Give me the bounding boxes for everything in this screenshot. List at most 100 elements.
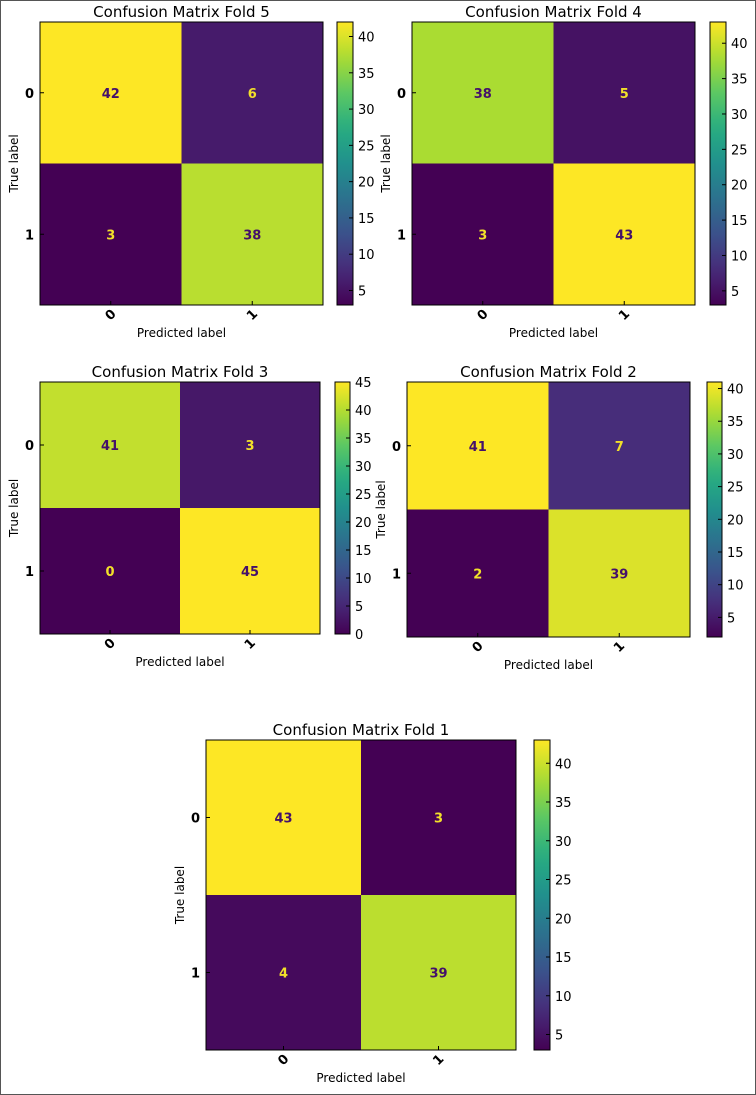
colorbar-tick-label: 25 — [555, 874, 572, 889]
y-axis-label: True label — [379, 134, 393, 193]
colorbar — [709, 21, 727, 306]
x-tick-label: 0 — [470, 639, 487, 656]
chart-title: Confusion Matrix Fold 5 — [93, 3, 270, 21]
colorbar-tick-label: 10 — [555, 990, 572, 1005]
cell-value-label: 7 — [615, 440, 624, 455]
colorbar-tick-label: 35 — [358, 67, 375, 82]
x-axis-label: Predicted label — [135, 655, 224, 669]
cell-value-label: 43 — [274, 812, 292, 827]
x-tick-label: 0 — [102, 636, 119, 653]
colorbar-tick-label: 15 — [358, 212, 375, 227]
matrix-border — [39, 21, 324, 306]
x-axis-label: Predicted label — [316, 1071, 405, 1085]
matrix-border — [411, 21, 696, 306]
cell-value-label: 3 — [106, 228, 115, 243]
matrix-border — [406, 381, 691, 638]
cell-value-label: 39 — [610, 567, 628, 582]
x-axis-label: Predicted label — [509, 326, 598, 340]
colorbar-tick-label: 5 — [355, 600, 363, 615]
matrix-cell — [206, 895, 361, 1050]
cell-value-label: 2 — [473, 567, 482, 582]
matrix-border — [39, 381, 321, 635]
matrix-cell — [548, 382, 690, 510]
cell-value-label: 42 — [102, 87, 120, 102]
colorbar-tick-label: 20 — [555, 912, 572, 927]
colorbar-tick-label: 25 — [355, 488, 372, 503]
cell-value-label: 5 — [620, 87, 629, 102]
colorbar-tick-label: 30 — [555, 835, 572, 850]
matrix-cell — [181, 22, 323, 164]
colorbar-tick-label: 10 — [358, 248, 375, 263]
chart-title: Confusion Matrix Fold 2 — [460, 363, 637, 381]
matrix-cell — [412, 22, 554, 164]
x-tick-label: 0 — [275, 1052, 292, 1069]
y-axis-label: True label — [173, 866, 187, 925]
colorbar-tick-label: 40 — [358, 31, 375, 46]
colorbar-tick-label: 35 — [731, 73, 748, 88]
matrix-cell — [40, 163, 182, 305]
colorbar-tick-label: 25 — [727, 481, 744, 496]
y-axis-label: True label — [7, 134, 21, 193]
cell-value-label: 45 — [241, 565, 259, 580]
colorbar-tick-label: 5 — [731, 285, 739, 300]
confusion-matrix-panel-4: Confusion Matrix Fold 2 41 7 2 39 0 10 1 Predict… — [374, 363, 744, 672]
matrix-cell — [553, 163, 695, 305]
colorbar-tick-label: 5 — [555, 1029, 563, 1044]
x-tick-label: 1 — [242, 636, 259, 653]
colorbar-tick-label: 40 — [355, 404, 372, 419]
colorbar-tick-label: 10 — [727, 579, 744, 594]
y-tick-label: 0 — [397, 87, 406, 102]
colorbar-tick-label: 5 — [727, 611, 735, 626]
colorbar-tick-label: 30 — [731, 108, 748, 123]
chart-title: Confusion Matrix Fold 3 — [92, 363, 269, 381]
cell-value-label: 38 — [243, 228, 261, 243]
y-tick-label: 1 — [25, 228, 34, 243]
matrix-cell — [407, 509, 549, 637]
colorbar-tick-label: 20 — [358, 176, 375, 191]
colorbar-tick-label: 30 — [358, 103, 375, 118]
colorbar-tick-label: 15 — [355, 544, 372, 559]
matrix-cell — [407, 382, 549, 510]
cell-value-label: 43 — [615, 228, 633, 243]
x-tick-label: 1 — [616, 307, 633, 324]
y-tick-label: 1 — [191, 967, 200, 982]
x-axis-label: Predicted label — [504, 658, 593, 672]
matrix-cell — [206, 740, 361, 895]
y-axis-label: True label — [374, 480, 388, 539]
y-axis-label: True label — [7, 479, 21, 538]
colorbar-tick-label: 20 — [731, 179, 748, 194]
cell-value-label: 41 — [101, 439, 119, 454]
y-tick-label: 0 — [191, 812, 200, 827]
colorbar-tick-label: 5 — [358, 284, 366, 299]
matrix-cell — [412, 163, 554, 305]
y-tick-label: 1 — [392, 567, 401, 582]
y-tick-label: 0 — [25, 439, 34, 454]
cell-value-label: 4 — [279, 967, 288, 982]
cell-value-label: 6 — [248, 87, 257, 102]
x-tick-label: 1 — [244, 307, 261, 324]
x-tick-label: 0 — [475, 307, 492, 324]
cell-value-label: 41 — [469, 440, 487, 455]
colorbar-tick-label: 15 — [731, 214, 748, 229]
matrix-cell — [40, 508, 180, 634]
y-tick-label: 0 — [25, 87, 34, 102]
colorbar-tick-label: 30 — [727, 448, 744, 463]
colorbar-tick-label: 15 — [555, 951, 572, 966]
colorbar — [336, 21, 354, 306]
colorbar-tick-label: 20 — [727, 513, 744, 528]
colorbar-tick-label: 25 — [358, 139, 375, 154]
matrix-cell — [361, 895, 516, 1050]
colorbar-tick-label: 35 — [355, 432, 372, 447]
matrix-cell — [553, 22, 695, 164]
matrix-cell — [40, 22, 182, 164]
x-tick-label: 0 — [103, 307, 120, 324]
y-tick-label: 1 — [397, 228, 406, 243]
matrix-cell — [361, 740, 516, 895]
cell-value-label: 0 — [105, 565, 114, 580]
cell-value-label: 3 — [478, 228, 487, 243]
colorbar-tick-label: 40 — [727, 383, 744, 398]
